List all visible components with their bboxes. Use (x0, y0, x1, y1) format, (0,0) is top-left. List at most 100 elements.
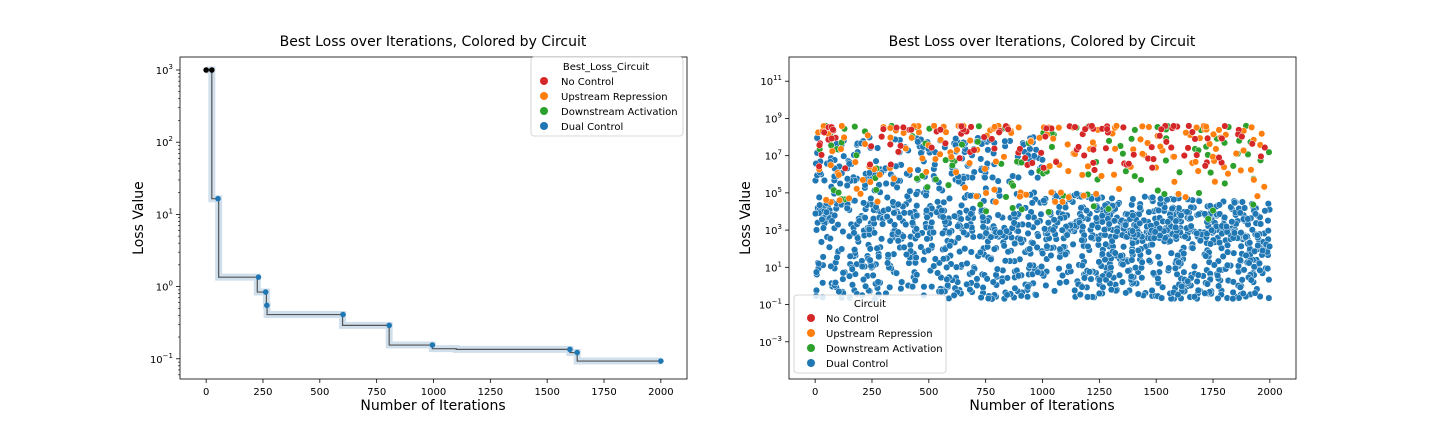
scatter-point-dual-control (930, 262, 938, 270)
scatter-point-dual-control (923, 235, 931, 243)
scatter-point-no-control (817, 151, 826, 159)
scatter-point-dual-control (996, 228, 1004, 237)
scatter-point-dual-control (902, 220, 910, 229)
scatter-point-dual-control (1224, 248, 1232, 256)
scatter-point-dual-control (1071, 286, 1079, 294)
scatter-point-dual-control (1164, 218, 1172, 226)
scatter-point-upstream-repression (1064, 167, 1072, 175)
scatter-point-downstream-activation (1090, 202, 1098, 210)
scatter-point-dual-control (994, 211, 1002, 219)
best-loss-point (574, 349, 580, 356)
scatter-point-no-control (1148, 143, 1156, 151)
scatter-point-dual-control (958, 201, 966, 209)
scatter-point-dual-control (1145, 256, 1153, 265)
legend: Circuit No Control Upstream Repression D… (793, 294, 947, 374)
scatter-point-dual-control (1187, 222, 1195, 230)
scatter-point-dual-control (981, 173, 989, 182)
scatter-point-dual-control (994, 177, 1002, 185)
scatter-point-dual-control (1026, 261, 1034, 269)
scatter-point-dual-control (1033, 218, 1041, 226)
scatter-point-dual-control (1058, 271, 1067, 280)
scatter-point-dual-control (1158, 294, 1166, 302)
scatter-point-upstream-repression (936, 150, 944, 158)
scatter-point-dual-control (917, 243, 925, 251)
scatter-point-upstream-repression (890, 175, 898, 183)
scatter-point-dual-control (1183, 208, 1191, 216)
scatter-point-no-control (1042, 124, 1050, 132)
scatter-point-dual-control (1061, 250, 1069, 258)
scatter-point-upstream-repression (1111, 145, 1119, 153)
scatter-point-dual-control (1098, 212, 1106, 220)
scatter-point-upstream-repression (1145, 123, 1153, 131)
scatter-point-dual-control (1014, 227, 1022, 235)
scatter-point-no-control (1052, 158, 1060, 166)
scatter-point-dual-control (1129, 211, 1137, 219)
scatter-point-upstream-repression (836, 196, 844, 204)
scatter-point-dual-control (1042, 281, 1050, 290)
scatter-point-dual-control (1172, 223, 1180, 231)
scatter-point-upstream-repression (1215, 126, 1223, 134)
scatter-point-no-control (899, 123, 907, 131)
x-tick-label: 1000 (421, 387, 446, 398)
x-tick-label: 1250 (478, 387, 503, 398)
y-tick-label: 101 (765, 260, 782, 274)
scatter-point-upstream-repression (937, 136, 945, 144)
scatter-point-no-control (1191, 135, 1199, 143)
scatter-point-upstream-repression (1232, 149, 1240, 158)
scatter-point-dual-control (1134, 246, 1142, 254)
scatter-point-upstream-repression (1209, 130, 1218, 138)
scatter-point-dual-control (1073, 190, 1081, 198)
scatter-point-dual-control (1061, 203, 1070, 211)
scatter-point-upstream-repression (918, 154, 926, 162)
y-axis-label: Loss Value (738, 181, 754, 255)
scatter-point-dual-control (1003, 291, 1011, 299)
scatter-point-dual-control (1032, 291, 1040, 299)
scatter-point-dual-control (1206, 240, 1215, 248)
scatter-point-dual-control (894, 200, 902, 208)
scatter-point-no-control (1119, 123, 1127, 131)
scatter-point-dual-control (1094, 235, 1103, 243)
scatter-point-downstream-activation (1009, 204, 1017, 212)
scatter-point-dual-control (833, 253, 841, 261)
scatter-point-upstream-repression (1250, 176, 1258, 184)
scatter-point-dual-control (811, 210, 820, 218)
scatter-point-dual-control (1011, 239, 1019, 248)
scatter-point-upstream-repression (966, 136, 974, 145)
scatter-point-dual-control (1098, 218, 1106, 226)
scatter-point-dual-control (1040, 197, 1048, 205)
scatter-point-dual-control (1256, 266, 1264, 274)
scatter-point-dual-control (1078, 252, 1086, 260)
scatter-point-no-control (1037, 149, 1045, 157)
scatter-point-no-control (1170, 122, 1178, 130)
scatter-point-upstream-repression (876, 171, 884, 179)
y-tick-label: 107 (765, 149, 782, 163)
scatter-point-dual-control (1228, 218, 1236, 226)
scatter-point-dual-control (854, 234, 862, 242)
scatter-point-downstream-activation (1195, 189, 1203, 197)
scatter-point-upstream-repression (837, 145, 845, 153)
scatter-point-no-control (1248, 140, 1256, 148)
scatter-point-dual-control (1115, 271, 1124, 279)
scatter-point-dual-control (884, 205, 892, 213)
y-tick-label: 102 (156, 135, 173, 149)
scatter-point-upstream-repression (1191, 158, 1200, 166)
scatter-point-dual-control (894, 237, 902, 245)
scatter-point-no-control (967, 123, 975, 131)
scatter-point-dual-control (1221, 213, 1229, 221)
scatter-point-dual-control (1201, 210, 1209, 218)
scatter-point-upstream-repression (827, 161, 835, 169)
y-tick-label: 105 (765, 186, 782, 200)
scatter-point-dual-control (884, 259, 892, 267)
scatter-point-upstream-repression (853, 185, 861, 193)
scatter-point-dual-control (934, 198, 942, 206)
best-loss-point (215, 195, 221, 202)
scatter-point-dual-control (908, 219, 917, 227)
scatter-point-dual-control (1242, 251, 1250, 260)
scatter-point-dual-control (1128, 201, 1136, 209)
legend-label-downstream-activation: Downstream Activation (561, 107, 678, 118)
scatter-point-dual-control (1241, 204, 1249, 212)
scatter-point-no-control (1257, 152, 1265, 161)
scatter-point-downstream-activation (1176, 168, 1184, 176)
scatter-point-no-control (886, 140, 894, 148)
scatter-point-downstream-activation (1209, 206, 1217, 215)
